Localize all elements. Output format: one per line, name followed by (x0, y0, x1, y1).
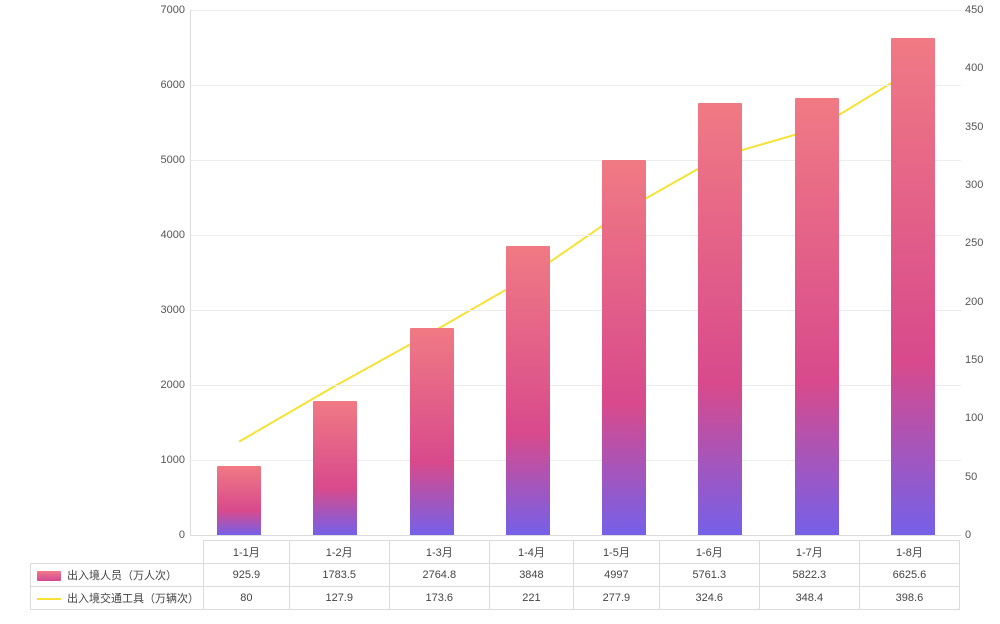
table-cell: 2764.8 (389, 564, 489, 587)
y-left-tick-label: 2000 (135, 379, 185, 391)
table-cell: 3848 (489, 564, 573, 587)
table-cell: 5822.3 (759, 564, 859, 587)
y-right-tick-label: 450 (965, 4, 1000, 16)
data-table: 1-1月1-2月1-3月1-4月1-5月1-6月1-7月1-8月出入境人员（万人… (30, 540, 960, 610)
table-cell: 6625.6 (859, 564, 959, 587)
bar (891, 38, 935, 535)
table-cell: 398.6 (859, 587, 959, 610)
y-left-tick-label: 0 (135, 529, 185, 541)
table-cell: 4997 (574, 564, 660, 587)
category-header: 1-5月 (574, 541, 660, 564)
y-right-tick-label: 250 (965, 237, 1000, 249)
y-right-tick-label: 350 (965, 121, 1000, 133)
category-header: 1-7月 (759, 541, 859, 564)
table-cell: 324.6 (659, 587, 759, 610)
y-right-tick-label: 0 (965, 529, 1000, 541)
bar (795, 98, 839, 535)
table-cell: 1783.5 (289, 564, 389, 587)
line-swatch-icon (37, 598, 61, 600)
bar (313, 401, 357, 535)
bar (217, 466, 261, 535)
category-header: 1-3月 (389, 541, 489, 564)
plot-area (190, 10, 961, 536)
legend-bar-label: 出入境人员（万人次） (67, 570, 177, 582)
table-cell: 80 (204, 587, 290, 610)
y-right-tick-label: 50 (965, 471, 1000, 483)
table-cell: 221 (489, 587, 573, 610)
category-header: 1-2月 (289, 541, 389, 564)
y-right-tick-label: 400 (965, 62, 1000, 74)
legend-line: 出入境交通工具（万辆次） (31, 587, 204, 610)
gridline (191, 10, 961, 11)
y-left-tick-label: 6000 (135, 79, 185, 91)
bar (506, 246, 550, 535)
y-left-tick-label: 5000 (135, 154, 185, 166)
y-right-tick-label: 100 (965, 412, 1000, 424)
table-cell: 277.9 (574, 587, 660, 610)
table-cell: 173.6 (389, 587, 489, 610)
table-cell: 5761.3 (659, 564, 759, 587)
gridline (191, 310, 961, 311)
category-header: 1-4月 (489, 541, 573, 564)
gridline (191, 235, 961, 236)
bar (602, 160, 646, 535)
bar-swatch-icon (37, 571, 61, 581)
gridline (191, 460, 961, 461)
category-header: 1-1月 (204, 541, 290, 564)
y-left-tick-label: 4000 (135, 229, 185, 241)
y-left-tick-label: 3000 (135, 304, 185, 316)
y-right-tick-label: 200 (965, 296, 1000, 308)
y-left-tick-label: 7000 (135, 4, 185, 16)
table-cell: 127.9 (289, 587, 389, 610)
bar (410, 328, 454, 535)
gridline (191, 85, 961, 86)
bar (698, 103, 742, 535)
legend-bar: 出入境人员（万人次） (31, 564, 204, 587)
y-right-tick-label: 150 (965, 354, 1000, 366)
chart-container: 1-1月1-2月1-3月1-4月1-5月1-6月1-7月1-8月出入境人员（万人… (0, 0, 1000, 624)
gridline (191, 385, 961, 386)
gridline (191, 160, 961, 161)
category-header: 1-6月 (659, 541, 759, 564)
category-header: 1-8月 (859, 541, 959, 564)
table-cell: 348.4 (759, 587, 859, 610)
legend-line-label: 出入境交通工具（万辆次） (67, 593, 199, 605)
table-cell: 925.9 (204, 564, 290, 587)
table-corner (31, 541, 204, 564)
y-left-tick-label: 1000 (135, 454, 185, 466)
line-series (191, 10, 961, 535)
y-right-tick-label: 300 (965, 179, 1000, 191)
